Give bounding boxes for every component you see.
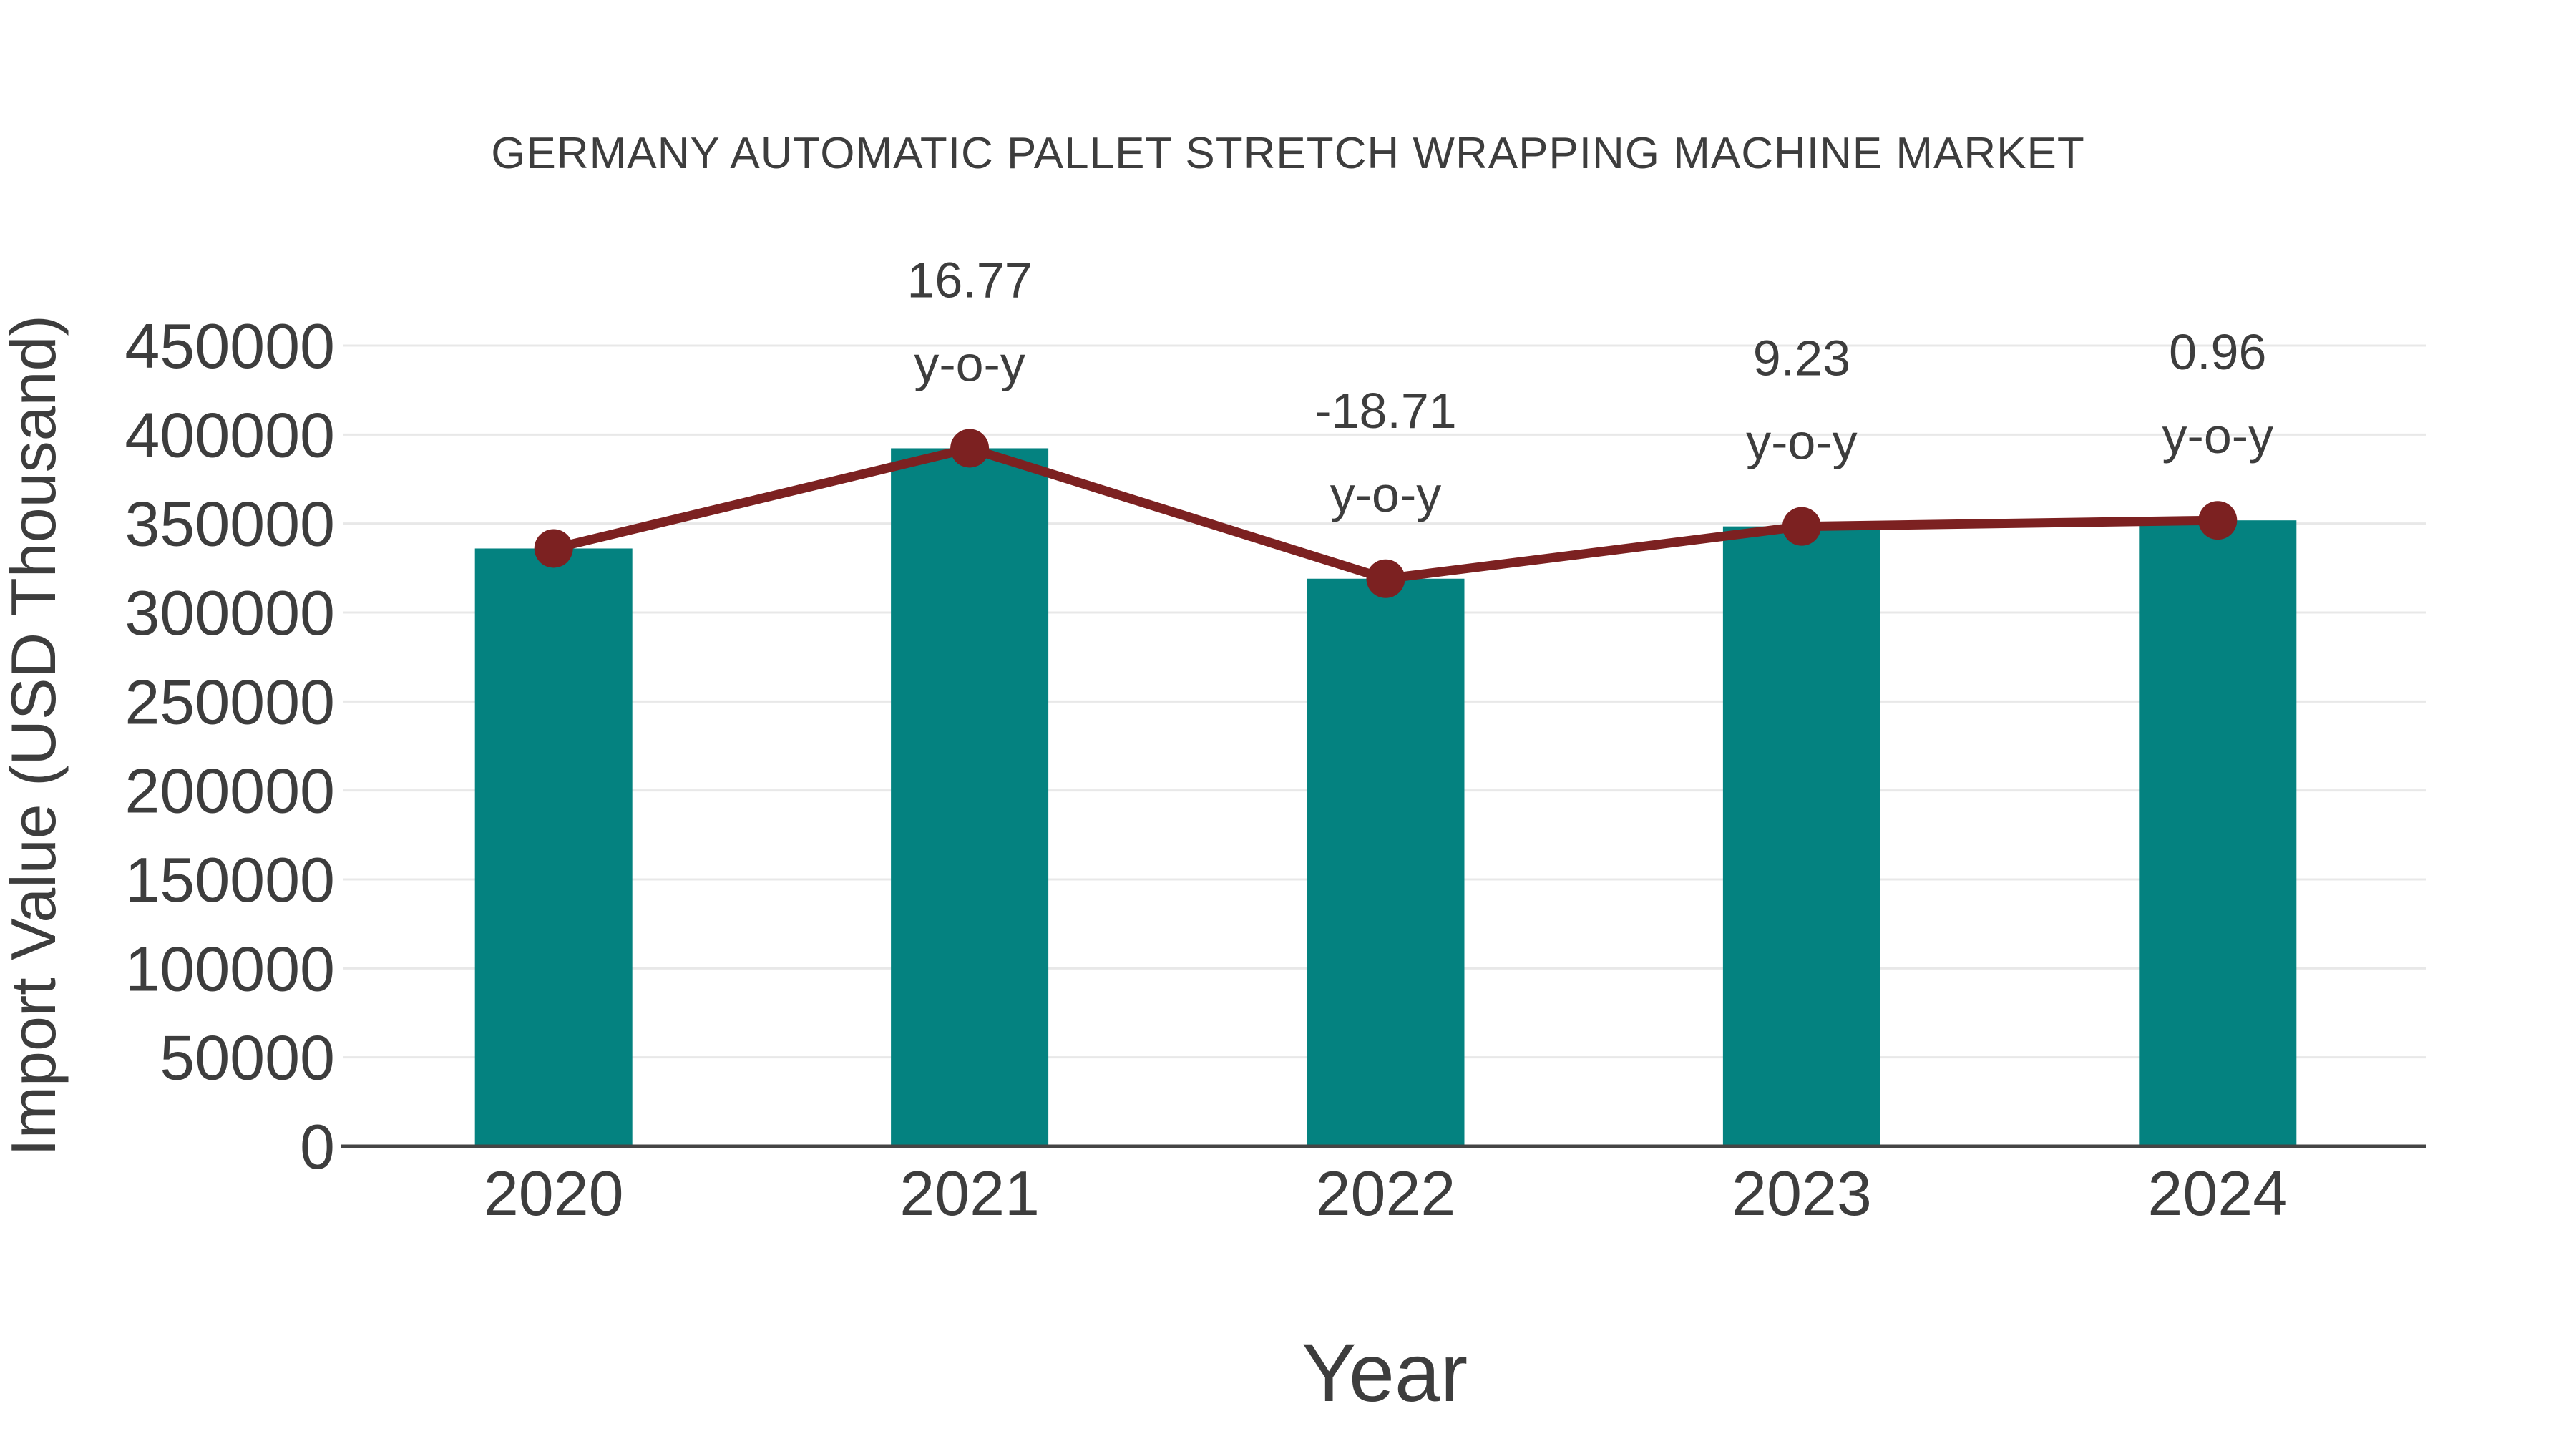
yoy-value-2023: 9.23: [1753, 331, 1850, 386]
bar-2020: [474, 548, 633, 1146]
trend-marker-2024: [2198, 501, 2238, 540]
yoy-suffix-2021: y-o-y: [914, 336, 1025, 391]
yoy-suffix-2024: y-o-y: [2162, 408, 2274, 464]
y-tick-label-200000: 200000: [125, 756, 335, 826]
yoy-value-2024: 0.96: [2169, 324, 2266, 380]
yoy-value-2021: 16.77: [907, 252, 1033, 308]
y-tick-label-450000: 450000: [125, 311, 335, 381]
trend-marker-2022: [1366, 559, 1405, 598]
trend-marker-2021: [950, 429, 990, 468]
y-tick-label-100000: 100000: [125, 933, 335, 1004]
bar-2022: [1307, 578, 1465, 1146]
y-tick-label-50000: 50000: [160, 1023, 335, 1093]
x-tick-label-2023: 2023: [1732, 1158, 1872, 1229]
x-tick-label-2021: 2021: [899, 1158, 1040, 1229]
trend-marker-2023: [1782, 507, 1821, 546]
x-tick-label-2022: 2022: [1316, 1158, 1456, 1229]
y-tick-label-400000: 400000: [125, 399, 335, 470]
yoy-suffix-2023: y-o-y: [1746, 414, 1858, 470]
y-tick-label-150000: 150000: [125, 844, 335, 915]
yoy-suffix-2022: y-o-y: [1330, 467, 1442, 522]
y-tick-label-0: 0: [300, 1111, 335, 1182]
y-tick-label-350000: 350000: [125, 489, 335, 560]
bar-2023: [1722, 526, 1880, 1146]
y-tick-label-250000: 250000: [125, 666, 335, 737]
x-axis-title: Year: [1301, 1327, 1468, 1419]
chart-title: GERMANY AUTOMATIC PALLET STRETCH WRAPPIN…: [491, 129, 2085, 178]
bar-2021: [891, 448, 1049, 1146]
trend-marker-2020: [534, 529, 573, 568]
yoy-value-2022: -18.71: [1314, 383, 1456, 439]
x-tick-label-2020: 2020: [484, 1158, 624, 1229]
x-tick-label-2024: 2024: [2147, 1158, 2288, 1229]
bar-2024: [2139, 520, 2297, 1146]
y-axis-title: Import Value (USD Thousand): [0, 315, 69, 1156]
y-tick-label-300000: 300000: [125, 577, 335, 648]
